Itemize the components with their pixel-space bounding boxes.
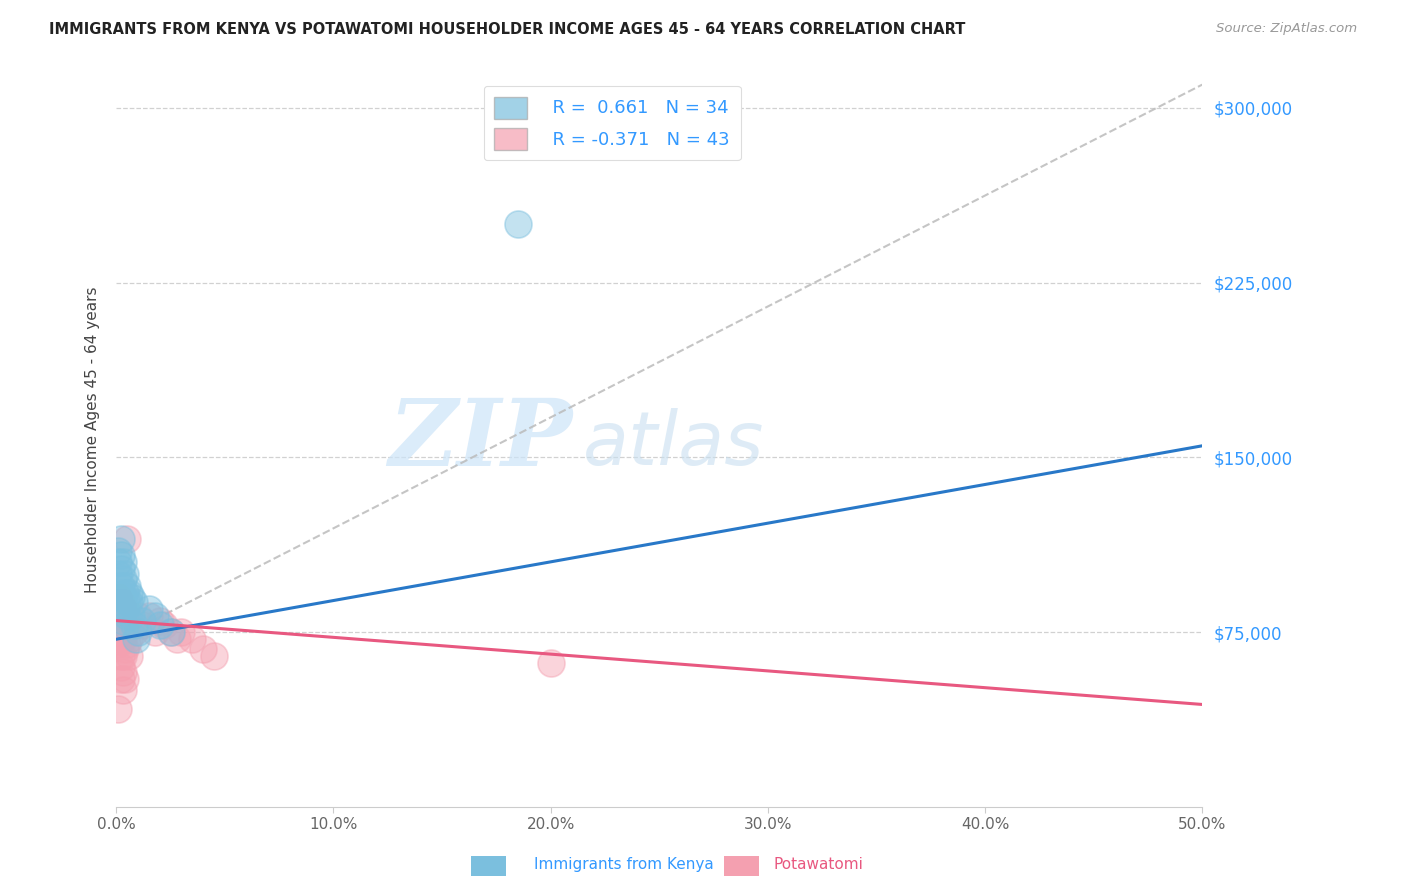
Point <box>121 618 143 632</box>
Point <box>110 591 132 605</box>
Point <box>110 549 132 563</box>
Point <box>114 618 136 632</box>
Text: atlas: atlas <box>583 408 765 480</box>
Y-axis label: Householder Income Ages 45 - 64 years: Householder Income Ages 45 - 64 years <box>86 286 100 593</box>
Point <box>107 555 129 569</box>
Point <box>114 672 136 686</box>
Point <box>110 562 132 576</box>
Point <box>111 555 134 569</box>
Point <box>115 637 138 651</box>
Point <box>107 625 129 640</box>
Point <box>506 218 529 232</box>
Point <box>115 579 138 593</box>
Point <box>153 618 176 632</box>
Point <box>166 632 188 647</box>
Point <box>118 632 141 647</box>
Point <box>110 660 132 674</box>
Legend:   R =  0.661   N = 34,   R = -0.371   N = 43: R = 0.661 N = 34, R = -0.371 N = 43 <box>484 86 741 161</box>
Text: ZIP: ZIP <box>388 395 572 485</box>
Text: Immigrants from Kenya: Immigrants from Kenya <box>534 857 714 872</box>
Point <box>111 648 134 663</box>
Point <box>181 632 204 647</box>
Point <box>122 618 145 632</box>
Point <box>131 614 153 628</box>
Point <box>110 532 132 546</box>
Point <box>122 625 145 640</box>
Point <box>110 632 132 647</box>
Point <box>149 618 172 632</box>
Point <box>138 608 160 623</box>
Point <box>145 625 167 640</box>
Point <box>115 532 138 546</box>
Point <box>111 602 134 616</box>
Point <box>170 625 193 640</box>
Point <box>121 591 143 605</box>
Text: IMMIGRANTS FROM KENYA VS POTAWATOMI HOUSEHOLDER INCOME AGES 45 - 64 YEARS CORREL: IMMIGRANTS FROM KENYA VS POTAWATOMI HOUS… <box>49 22 966 37</box>
Point <box>115 595 138 609</box>
Point <box>107 566 129 581</box>
Point <box>145 608 167 623</box>
Point <box>114 608 136 623</box>
Point <box>114 641 136 656</box>
Point <box>540 656 562 670</box>
Point <box>115 618 138 632</box>
Point <box>118 648 141 663</box>
Point <box>107 618 129 632</box>
Point <box>111 683 134 698</box>
Point <box>111 572 134 586</box>
Point <box>107 637 129 651</box>
Text: Potawatomi: Potawatomi <box>773 857 863 872</box>
Point <box>127 608 149 623</box>
Point <box>111 591 134 605</box>
Point <box>115 608 138 623</box>
Point <box>159 625 181 640</box>
Point <box>191 641 214 656</box>
Point <box>110 648 132 663</box>
Point <box>131 618 153 632</box>
Point <box>118 595 141 609</box>
Point <box>149 614 172 628</box>
Point <box>121 608 143 623</box>
Point <box>110 672 132 686</box>
Point <box>111 602 134 616</box>
Point <box>107 543 129 558</box>
Point <box>107 591 129 605</box>
Point <box>111 614 134 628</box>
Point <box>125 632 148 647</box>
Point <box>107 608 129 623</box>
Point <box>138 602 160 616</box>
Point <box>111 665 134 679</box>
Point <box>118 585 141 599</box>
Point <box>114 566 136 581</box>
Point <box>122 595 145 609</box>
Point <box>114 585 136 599</box>
Point <box>107 702 129 716</box>
Point <box>127 625 149 640</box>
Point <box>114 625 136 640</box>
Point <box>110 579 132 593</box>
Text: Source: ZipAtlas.com: Source: ZipAtlas.com <box>1216 22 1357 36</box>
Point <box>110 608 132 623</box>
Point <box>111 618 134 632</box>
Point <box>110 618 132 632</box>
Point <box>202 648 225 663</box>
Point <box>110 595 132 609</box>
Point <box>114 602 136 616</box>
Point <box>111 632 134 647</box>
Point <box>159 625 181 640</box>
